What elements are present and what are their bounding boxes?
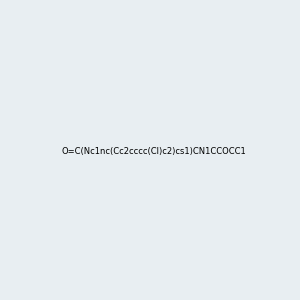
Text: O=C(Nc1nc(Cc2cccc(Cl)c2)cs1)CN1CCOCC1: O=C(Nc1nc(Cc2cccc(Cl)c2)cs1)CN1CCOCC1	[61, 147, 246, 156]
